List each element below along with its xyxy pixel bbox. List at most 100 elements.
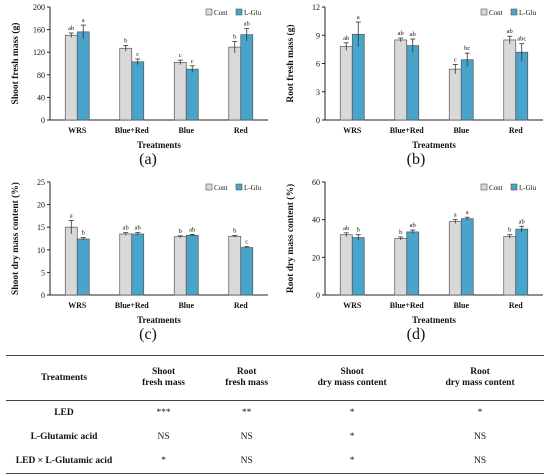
y-tick-label: 160 [33,26,45,35]
legend-swatch [235,8,243,16]
significance-letter: b [399,229,402,236]
significance-letter: a [466,209,469,216]
significance-letter: b [124,37,127,44]
x-tick-label: Red [509,301,523,310]
legend-swatch [510,183,518,191]
bar-lglu [76,31,90,121]
y-tick-label: 40 [312,216,320,225]
panel-letter-c: (c) [139,326,157,343]
significance-letter: ab [398,30,404,37]
y-tick-label: 10 [37,246,45,255]
significance-letter: ab [410,222,416,229]
header-line: fresh mass [225,378,269,388]
bar-lglu [460,218,474,296]
header-line: Root [236,367,257,377]
header-line: Shoot [151,367,176,377]
x-tick-label: WRS [68,126,87,135]
chart-shoot-fresh-mass: 0 40 80 120 160 200 Shoot fresh mass (g) Treatm… [10,3,268,150]
significance-letter: a [70,212,73,219]
x-tick-label: Blue [453,301,469,310]
significance-letter: b [508,227,511,234]
significance-letter: c [136,51,139,58]
header-root-fresh-mass: Root fresh mass [205,355,289,401]
x-tick-label: Blue [178,301,194,310]
bar-cont [119,233,133,296]
header-line: fresh mass [142,378,185,388]
significance-letter: bc [464,45,470,52]
bar-lglu [240,247,254,296]
panel-letter-b: (b) [406,151,426,168]
table-cell: * [349,432,355,442]
significance-letter: a [454,212,457,219]
bar-lglu [240,34,254,121]
bar-cont [448,221,462,296]
x-tick-label: Red [234,126,248,135]
x-tick-label: Blue+Red [115,301,149,310]
bar-lglu [76,238,90,296]
bar-lglu [351,33,365,121]
bar-cont [448,68,462,121]
stats-table-header: Treatments Shoot fresh mass Root fresh m… [6,355,544,401]
bar-cont [64,34,78,121]
header-line: dry mass content [317,378,387,388]
significance-letter: b [82,230,85,237]
y-tick-label: 6 [316,60,320,69]
significance-letter: ab [519,218,525,225]
legend-label: Cont [214,184,228,192]
significance-letter: c [191,58,194,65]
y-tick-label: 3 [316,88,320,97]
table-cell: NS [473,432,487,442]
y-axis-label: Root fresh mass (g) [285,24,296,102]
bar-lglu [351,237,365,296]
significance-letter: ab [68,25,74,32]
x-tick-label: Red [234,301,248,310]
significance-letter: ab [507,28,513,35]
significance-letter: b [233,227,236,234]
significance-letter: b [179,228,182,235]
significance-letter: c [454,56,457,63]
table-cell: ** [241,408,252,418]
table-cell: NS [416,449,544,474]
y-tick-label: 12 [312,3,320,12]
legend-label: L-Glu [244,9,262,17]
bar-cont [339,234,353,296]
table-cell: NS [205,449,289,474]
legend-swatch [205,183,213,191]
table-row: L-Glutamic acid NS NS * NS [6,425,544,449]
significance-letter: ab [410,31,416,38]
header-treatments: Treatments [6,355,122,401]
row-label: L-Glutamic acid [30,432,98,442]
x-tick-label: Blue [453,126,469,135]
y-tick-label: 60 [312,178,320,187]
bar-cont [394,238,408,296]
y-tick-label: 20 [312,253,320,262]
y-tick-label: 40 [37,93,45,102]
legend-swatch [480,8,488,16]
table-cell: * [477,408,483,418]
y-axis-label: Root dry mass content (%) [285,184,296,293]
legend-swatch [510,8,518,16]
row-label: LED [54,408,74,418]
figure: 0 40 80 120 160 200 Shoot fresh mass (g) Treatm… [6,3,544,474]
legend-swatch [235,183,243,191]
bar-lglu [406,45,420,121]
significance-letter: ab [135,225,141,232]
legend-label: L-Glu [519,184,537,192]
significance-letter: ab [189,226,195,233]
x-tick-label: Blue+Red [390,301,424,310]
y-tick-label: 200 [33,3,45,12]
table-cell: * [122,449,206,474]
chart-shoot-dry-mass-content: 0 5 10 15 20 25 Shoot dry mass content (%) Trea… [10,178,268,325]
legend-label: L-Glu [244,184,262,192]
legend-label: L-Glu [519,9,537,17]
table-cell: * [288,449,417,474]
legend-label: Cont [489,184,503,192]
stats-table: Treatments Shoot fresh mass Root fresh m… [6,355,544,474]
y-tick-label: 9 [316,31,320,40]
bar-lglu [185,234,199,296]
legend-swatch [205,8,213,16]
bar-lglu [185,68,199,121]
x-tick-label: WRS [68,301,87,310]
table-cell: *** [156,408,171,418]
